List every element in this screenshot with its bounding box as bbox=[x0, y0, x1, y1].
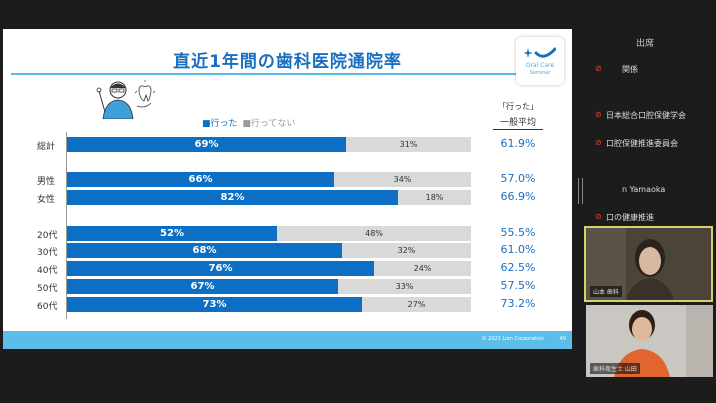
copyright-text: © 2021 Lion Corporation bbox=[481, 336, 544, 342]
mic-muted-icon: ⊘ bbox=[595, 138, 602, 147]
page-number: 49 bbox=[559, 336, 566, 342]
category-label: 男性 bbox=[37, 177, 56, 187]
average-header-line1: 「行った」 bbox=[498, 102, 538, 111]
not-went-value-label: 31% bbox=[399, 140, 418, 149]
participant-video-tile[interactable]: 歯科衛生士 山田 bbox=[586, 305, 713, 377]
slide-title: 直近1年間の歯科医院通院率 bbox=[173, 52, 402, 72]
panel-resize-handle[interactable] bbox=[578, 178, 583, 204]
general-average-value: 57.0% bbox=[500, 172, 536, 185]
bar-went bbox=[67, 226, 277, 241]
general-average-value: 66.9% bbox=[500, 190, 536, 203]
not-went-value-label: 33% bbox=[395, 282, 414, 291]
category-label: 40代 bbox=[37, 266, 58, 276]
participant-name[interactable]: n Yamaoka bbox=[622, 185, 666, 194]
category-label: 60代 bbox=[37, 302, 58, 312]
went-value-label: 76% bbox=[208, 263, 233, 274]
mic-muted-icon: ⊘ bbox=[595, 212, 602, 221]
went-value-label: 68% bbox=[192, 245, 217, 256]
category-label: 女性 bbox=[37, 195, 56, 205]
general-average-value: 57.5% bbox=[500, 279, 536, 292]
went-value-label: 67% bbox=[190, 281, 215, 292]
went-value-label: 73% bbox=[202, 299, 227, 310]
went-value-label: 82% bbox=[220, 192, 245, 203]
participant-name-label: 山本 歯科 bbox=[590, 286, 622, 297]
legend-not-went: ■行ってない bbox=[242, 119, 296, 129]
bar-went bbox=[67, 190, 398, 205]
general-average-value: 55.5% bbox=[500, 226, 536, 239]
category-label: 20代 bbox=[37, 231, 58, 241]
participant-video-tile[interactable]: 山本 歯科 bbox=[584, 226, 713, 302]
bar-went bbox=[67, 172, 334, 187]
category-label: 総計 bbox=[37, 142, 56, 152]
sparkle-wave-icon bbox=[524, 47, 556, 58]
general-average-value: 61.9% bbox=[500, 137, 536, 150]
not-went-value-label: 34% bbox=[393, 175, 412, 184]
general-average-value: 73.2% bbox=[500, 297, 536, 310]
legend-went: ■行った bbox=[202, 119, 238, 129]
participant-name[interactable]: 口腔保健推進委員会 bbox=[606, 139, 678, 148]
oral-care-seminar-logo: Oral Care Seminar bbox=[516, 37, 564, 85]
chart-legend: ■行った ■行ってない bbox=[202, 116, 295, 129]
general-average-value: 62.5% bbox=[500, 261, 536, 274]
bar-went bbox=[67, 261, 374, 276]
not-went-value-label: 24% bbox=[413, 264, 432, 273]
not-went-value-label: 32% bbox=[397, 246, 416, 255]
panel-header: 出席 bbox=[636, 39, 655, 49]
slide-footer: © 2021 Lion Corporation 49 bbox=[3, 331, 572, 349]
dentist-illustration bbox=[96, 80, 156, 119]
category-label: 50代 bbox=[37, 284, 58, 294]
participant-name[interactable]: 日本総合口腔保健学会 bbox=[606, 111, 686, 120]
not-went-value-label: 27% bbox=[407, 300, 426, 309]
went-value-label: 66% bbox=[188, 174, 213, 185]
mic-muted-icon: ⊘ bbox=[595, 64, 602, 73]
chart-axis-line bbox=[66, 132, 67, 319]
logo-line2: Seminar bbox=[529, 70, 551, 76]
participant-name[interactable]: 関係 bbox=[622, 65, 638, 74]
bar-went bbox=[67, 279, 338, 294]
presentation-slide: 直近1年間の歯科医院通院率 Oral Care Seminar ■行った ■行っ… bbox=[3, 29, 572, 349]
not-went-value-label: 48% bbox=[365, 229, 383, 238]
went-value-label: 69% bbox=[194, 139, 219, 150]
mic-muted-icon: ⊘ bbox=[595, 110, 602, 119]
went-value-label: 52% bbox=[160, 228, 184, 239]
bar-went bbox=[67, 243, 342, 258]
logo-line1: Oral Care bbox=[525, 62, 555, 69]
bar-went bbox=[67, 297, 362, 312]
category-label: 30代 bbox=[37, 248, 58, 258]
not-went-value-label: 18% bbox=[425, 193, 444, 202]
participant-name-label: 歯科衛生士 山田 bbox=[590, 363, 640, 374]
general-average-value: 61.0% bbox=[500, 243, 536, 256]
participant-subtitle: 口の健康推進 bbox=[606, 213, 654, 222]
bar-went bbox=[67, 137, 346, 152]
title-underline bbox=[11, 73, 559, 75]
average-header-line2: 一般平均 bbox=[493, 115, 543, 130]
